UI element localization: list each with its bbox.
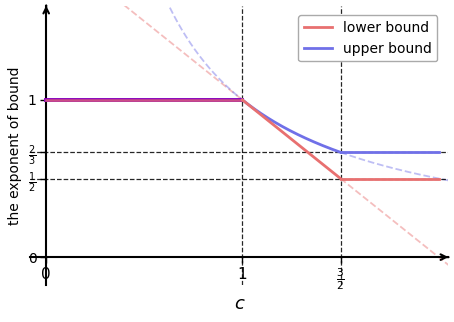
X-axis label: c: c <box>235 295 244 313</box>
Legend: lower bound, upper bound: lower bound, upper bound <box>298 15 437 62</box>
Y-axis label: the exponent of bound: the exponent of bound <box>8 66 22 225</box>
